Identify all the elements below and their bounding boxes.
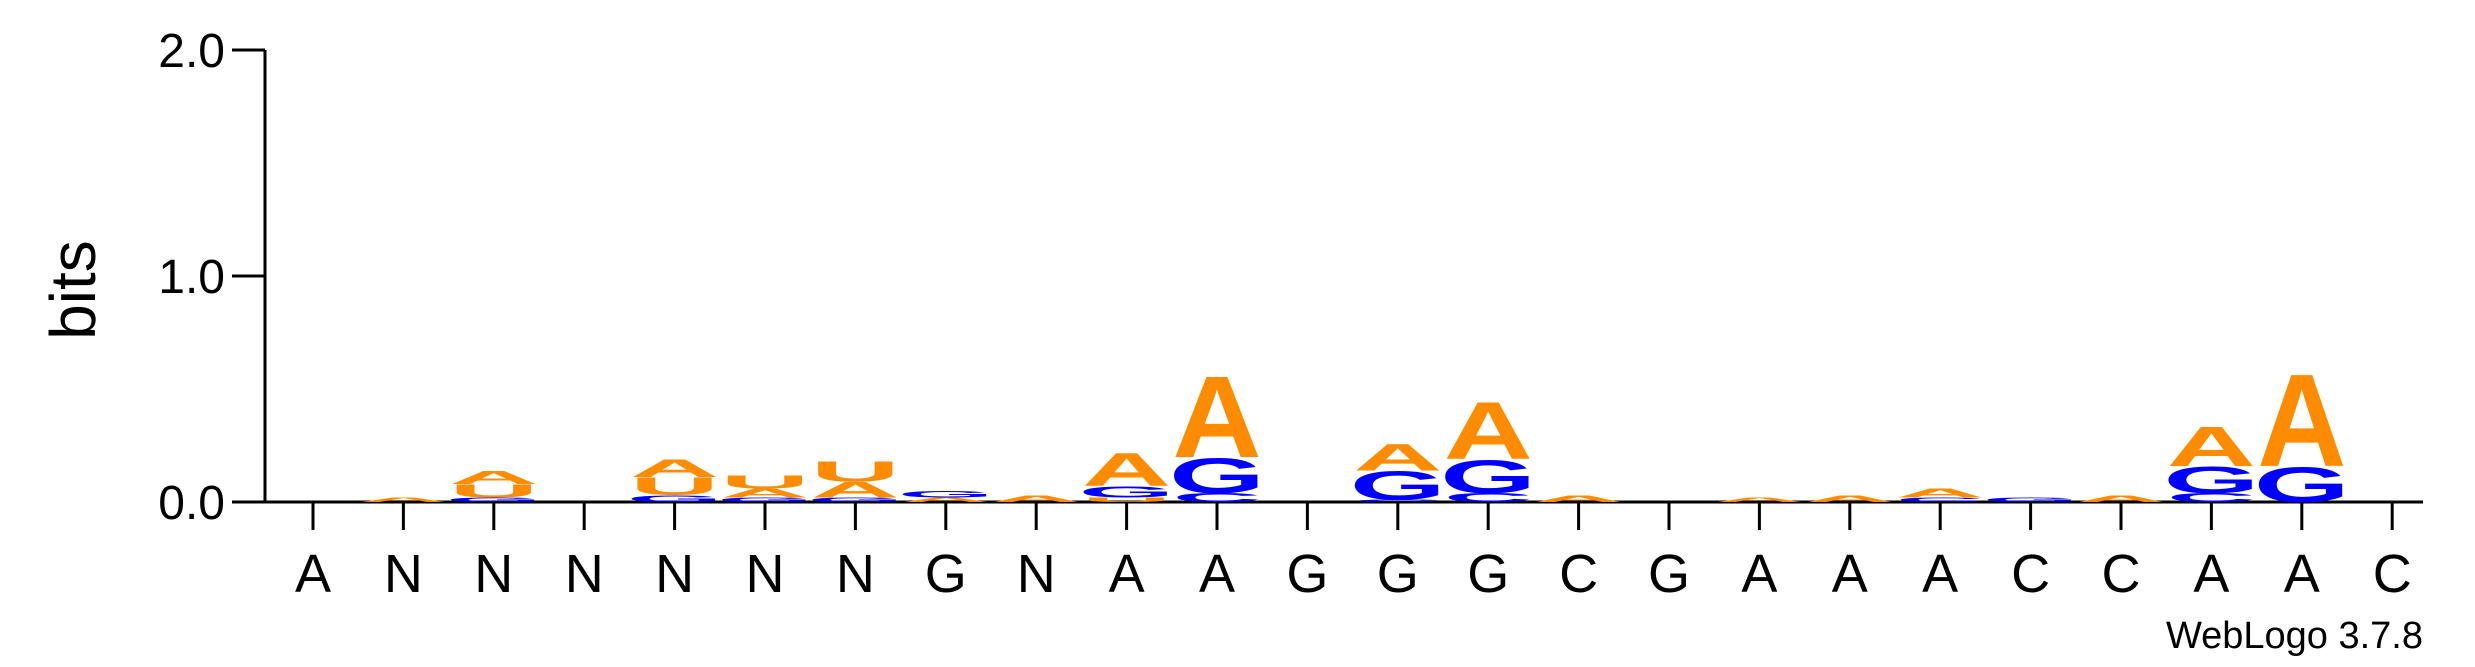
logo-letter-G: G bbox=[898, 489, 994, 500]
x-tick-label: N bbox=[836, 544, 875, 604]
logo-letter-A: A bbox=[449, 467, 538, 488]
x-tick-label: N bbox=[474, 544, 513, 604]
x-tick-label: N bbox=[746, 544, 785, 604]
logo-letter-G: G bbox=[446, 496, 542, 503]
x-tick-label: A bbox=[1199, 544, 1235, 604]
x-tick-label: C bbox=[2011, 544, 2050, 604]
x-tick-label: C bbox=[2102, 544, 2141, 604]
logo-letter-U: U bbox=[630, 472, 719, 500]
x-tick-label: G bbox=[1377, 544, 1419, 604]
logo-letter-A: A bbox=[720, 486, 809, 500]
logo-letter-U: U bbox=[720, 471, 809, 492]
logo-letter-A: A bbox=[630, 454, 719, 482]
logo-letter-G: G bbox=[807, 496, 903, 503]
x-tick-label: N bbox=[384, 544, 423, 604]
y-axis-label: bits bbox=[37, 240, 109, 340]
logo-letter-A: A bbox=[2076, 494, 2165, 505]
x-tick-label: G bbox=[1286, 544, 1328, 604]
logo-letter-G: G bbox=[717, 496, 813, 503]
logo-letter-G: G bbox=[1079, 483, 1175, 501]
logo-letter-A: A bbox=[1172, 352, 1261, 482]
logo-letter-A: A bbox=[2167, 415, 2256, 478]
logo-letter-U: U bbox=[449, 480, 538, 501]
logo-letter-A: A bbox=[992, 494, 1081, 505]
logo-letter-G: G bbox=[627, 494, 723, 505]
logo-letter-A: A bbox=[1715, 496, 1804, 503]
logo-letter-G: G bbox=[1350, 463, 1446, 508]
logo-letter-C: C bbox=[1353, 499, 1442, 503]
x-tick-label: C bbox=[2373, 544, 2412, 604]
x-tick-label: G bbox=[925, 544, 967, 604]
logo-letter-G: G bbox=[1983, 496, 2079, 503]
logo-letter-G: G bbox=[1440, 450, 1536, 503]
logo-letter-A: A bbox=[1534, 494, 1623, 505]
logo-letter-A: A bbox=[901, 496, 990, 503]
y-tick-label: 1.0 bbox=[158, 251, 225, 304]
logo-letter-U: U bbox=[1082, 496, 1171, 503]
weblogo-credit: WebLogo 3.7.8 bbox=[2166, 615, 2423, 657]
y-axis-ticks: 0.0 1.0 2.0 bbox=[158, 25, 265, 530]
x-tick-label: A bbox=[1922, 544, 1958, 604]
logo-letter-C: C bbox=[2167, 491, 2256, 505]
x-tick-label: A bbox=[1741, 544, 1777, 604]
logo-letter-A: A bbox=[1805, 494, 1894, 505]
logo-letter-A: A bbox=[811, 478, 900, 503]
logo-letter-A: A bbox=[1444, 386, 1533, 477]
logo-letter-U: U bbox=[811, 456, 900, 488]
x-tick-label: N bbox=[1017, 544, 1056, 604]
x-tick-label: A bbox=[1109, 544, 1145, 604]
y-tick-label: 2.0 bbox=[158, 25, 225, 78]
logo-letter-C: C bbox=[1172, 491, 1261, 505]
logo-letter-A: A bbox=[1082, 443, 1171, 496]
x-tick-label: N bbox=[565, 544, 604, 604]
logo-letter-G: G bbox=[2163, 459, 2259, 501]
x-tick-label: A bbox=[2284, 544, 2320, 604]
logo-letter-G: G bbox=[1169, 448, 1265, 504]
x-tick-label: A bbox=[2193, 544, 2229, 604]
x-tick-label: G bbox=[1467, 544, 1509, 604]
logo-letter-C: C bbox=[1444, 491, 1533, 505]
x-tick-label: G bbox=[1648, 544, 1690, 604]
logo-letter-A: A bbox=[1353, 437, 1442, 479]
x-tick-label: N bbox=[655, 544, 694, 604]
logo-letter-A: A bbox=[359, 496, 448, 503]
x-tick-label: C bbox=[1559, 544, 1598, 604]
logo-letter-C: C bbox=[1896, 496, 1985, 503]
x-tick-label: A bbox=[295, 544, 331, 604]
x-tick-label: A bbox=[1832, 544, 1868, 604]
y-tick-label: 0.0 bbox=[158, 477, 225, 530]
logo-letter-A: A bbox=[2257, 347, 2346, 495]
logo-letter-A: A bbox=[1896, 486, 1985, 500]
